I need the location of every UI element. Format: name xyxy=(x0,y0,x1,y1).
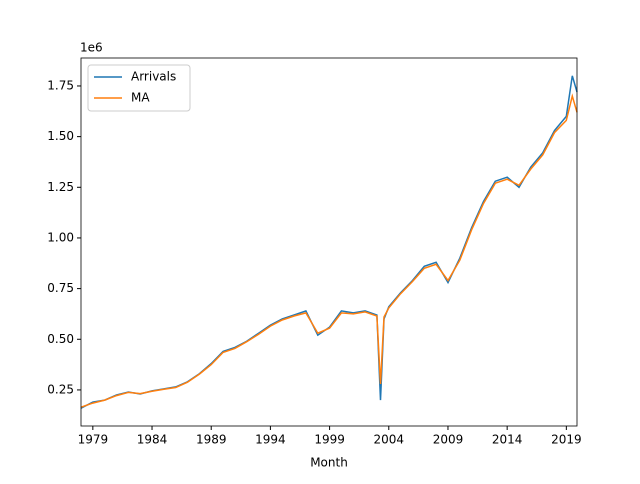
y-tick-label: 0.50 xyxy=(47,332,74,346)
x-tick-label: 1984 xyxy=(137,433,168,447)
y-tick-label: 0.25 xyxy=(47,382,74,396)
x-tick-label: 2019 xyxy=(551,433,582,447)
y-tick-label: 1.75 xyxy=(47,78,74,92)
x-tick-label: 2004 xyxy=(374,433,405,447)
y-tick-label: 0.75 xyxy=(47,281,74,295)
x-axis-label: Month xyxy=(310,456,348,470)
legend-label: MA xyxy=(131,91,150,105)
plot-frame xyxy=(80,57,578,427)
y-tick-label: 1.25 xyxy=(47,180,74,194)
x-tick-label: 2009 xyxy=(433,433,464,447)
y-tick-label: 1.00 xyxy=(47,230,74,244)
y-tick-label: 1.50 xyxy=(47,129,74,143)
x-tick-label: 1999 xyxy=(314,433,345,447)
x-tick-label: 1989 xyxy=(196,433,227,447)
series-line xyxy=(80,93,578,408)
x-tick-label: 1979 xyxy=(78,433,109,447)
series-line xyxy=(80,75,578,409)
x-tick-label: 2014 xyxy=(492,433,523,447)
legend-label: Arrivals xyxy=(131,70,176,84)
x-tick-label: 1994 xyxy=(255,433,286,447)
y-offset-label: 1e6 xyxy=(80,41,103,55)
